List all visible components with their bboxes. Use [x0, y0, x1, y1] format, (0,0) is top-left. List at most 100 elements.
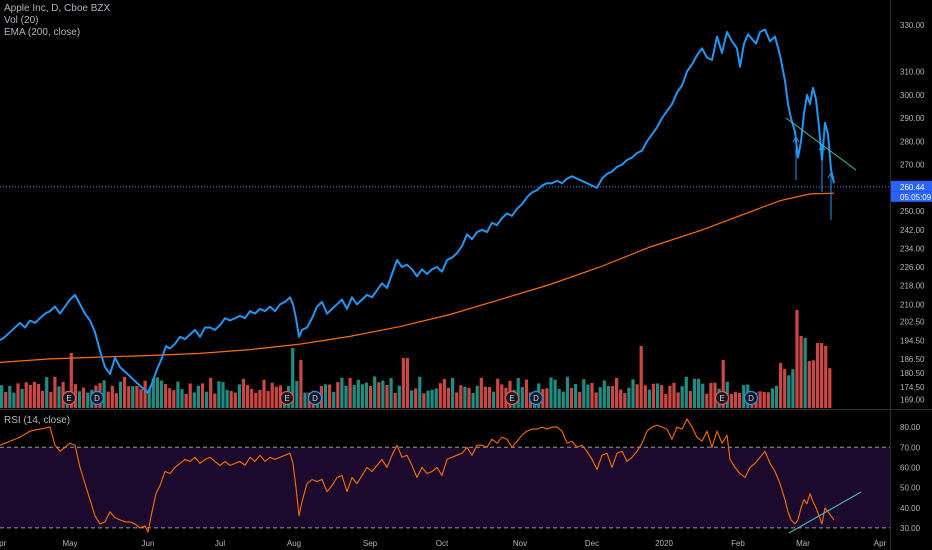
price-tick-label: 210.00 [900, 300, 925, 309]
event-marker-earnings[interactable]: E [504, 390, 520, 406]
volume-bar [270, 382, 274, 408]
volume-bar [623, 393, 627, 408]
volume-bar [615, 378, 619, 408]
volume-bar [582, 379, 586, 408]
x-tick-label: May [62, 539, 77, 548]
volume-bar [627, 387, 631, 408]
event-marker-dividend[interactable]: D [307, 390, 323, 406]
volume-bar [738, 392, 742, 408]
event-marker-earnings[interactable]: E [279, 390, 295, 406]
rsi-legend[interactable]: RSI (14, close) [4, 415, 71, 426]
last-price-badge [891, 180, 932, 192]
volume-bar [192, 392, 196, 408]
price-tick-label: 234.00 [900, 244, 925, 253]
event-marker-dividend[interactable]: D [89, 390, 105, 406]
volume-bar [53, 376, 57, 408]
price-tick-label: 202.50 [900, 318, 925, 327]
volume-bar [561, 391, 565, 408]
volume-bar [487, 386, 492, 408]
arrow-head-1 [818, 144, 826, 151]
volume-bar [45, 377, 49, 408]
volume-bar [590, 383, 594, 408]
volume-bar [77, 391, 82, 408]
volume-bar [237, 384, 241, 408]
event-marker-earnings[interactable]: E [714, 390, 730, 406]
volume-bar [200, 383, 205, 408]
volume-bar [705, 393, 709, 408]
volume-bar [360, 384, 364, 408]
symbol-legend[interactable]: Apple Inc, D, Cboe BZX [4, 3, 111, 14]
volume-bar [520, 387, 524, 408]
volume-bar [438, 383, 442, 408]
volume-bar [213, 393, 217, 408]
event-marker-dividend[interactable]: D [528, 390, 544, 406]
volume-bar [594, 392, 598, 408]
volume-bar [414, 388, 418, 408]
ema-legend[interactable]: EMA (200, close) [4, 27, 81, 38]
volume-bar [779, 362, 783, 408]
volume-bar [102, 380, 106, 408]
volume-bar [246, 385, 250, 408]
rsi-tick-label: 40.00 [900, 504, 921, 513]
price-tick-label: 280.00 [900, 137, 925, 146]
volume-bar [225, 389, 229, 408]
event-marker-label: E [284, 394, 289, 403]
volume-bar [496, 378, 500, 408]
rsi-tick-label: 80.00 [900, 423, 921, 432]
volume-bar [553, 379, 557, 408]
volume-bar [791, 369, 795, 408]
volume-bar [332, 391, 336, 408]
volume-bar [114, 393, 118, 408]
volume-bar [631, 379, 635, 408]
volume-legend[interactable]: Vol (20) [4, 15, 39, 26]
volume-bar [565, 376, 569, 408]
volume-bar [676, 392, 680, 408]
x-tick-label: Apr [874, 539, 887, 548]
volume-bar [303, 392, 307, 408]
volume-bar [123, 376, 127, 408]
price-tick-label: 270.00 [900, 161, 925, 170]
volume-bar [4, 391, 8, 408]
volume-bar [188, 383, 192, 408]
volume-bar [811, 360, 815, 408]
volume-bar [229, 390, 233, 408]
volume-bar [57, 386, 61, 408]
event-marker-earnings[interactable]: E [61, 390, 77, 406]
price-tick-label: 300.00 [900, 91, 925, 100]
price-tick-label: 242.00 [900, 226, 925, 235]
rsi-band-fill [0, 447, 890, 528]
volume-bar [820, 343, 824, 408]
x-tick-label: Sep [363, 539, 378, 548]
volume-bar [217, 381, 221, 408]
volume-bar [131, 386, 135, 408]
price-tick-label: 174.50 [900, 383, 925, 392]
rsi-trendline [788, 491, 862, 534]
volume-bar [660, 385, 664, 408]
volume-bar [106, 391, 110, 408]
volume-bar [664, 393, 668, 408]
volume-bar [721, 360, 725, 408]
event-marker-dividend[interactable]: D [743, 390, 759, 406]
arrow-head-0 [792, 136, 800, 143]
event-marker-label: D [533, 394, 539, 403]
volume-bar [356, 379, 360, 408]
volume-bar [139, 389, 143, 408]
volume-bar [483, 386, 487, 408]
series-lines [0, 28, 890, 533]
volume-bar [516, 378, 520, 408]
x-tick-label: Oct [436, 539, 449, 548]
volume-bar [127, 386, 131, 408]
volume-bar [762, 391, 766, 408]
volume-bar [328, 384, 332, 408]
volume-bar [430, 389, 434, 408]
volume-bar [143, 380, 147, 408]
volume-bar [758, 391, 762, 408]
volume-bar [385, 384, 389, 408]
volume-bar [254, 392, 258, 408]
x-tick-label: Aug [287, 539, 301, 548]
volume-bar [184, 393, 188, 408]
volume-bar [110, 385, 114, 408]
volume-bar [209, 377, 213, 408]
